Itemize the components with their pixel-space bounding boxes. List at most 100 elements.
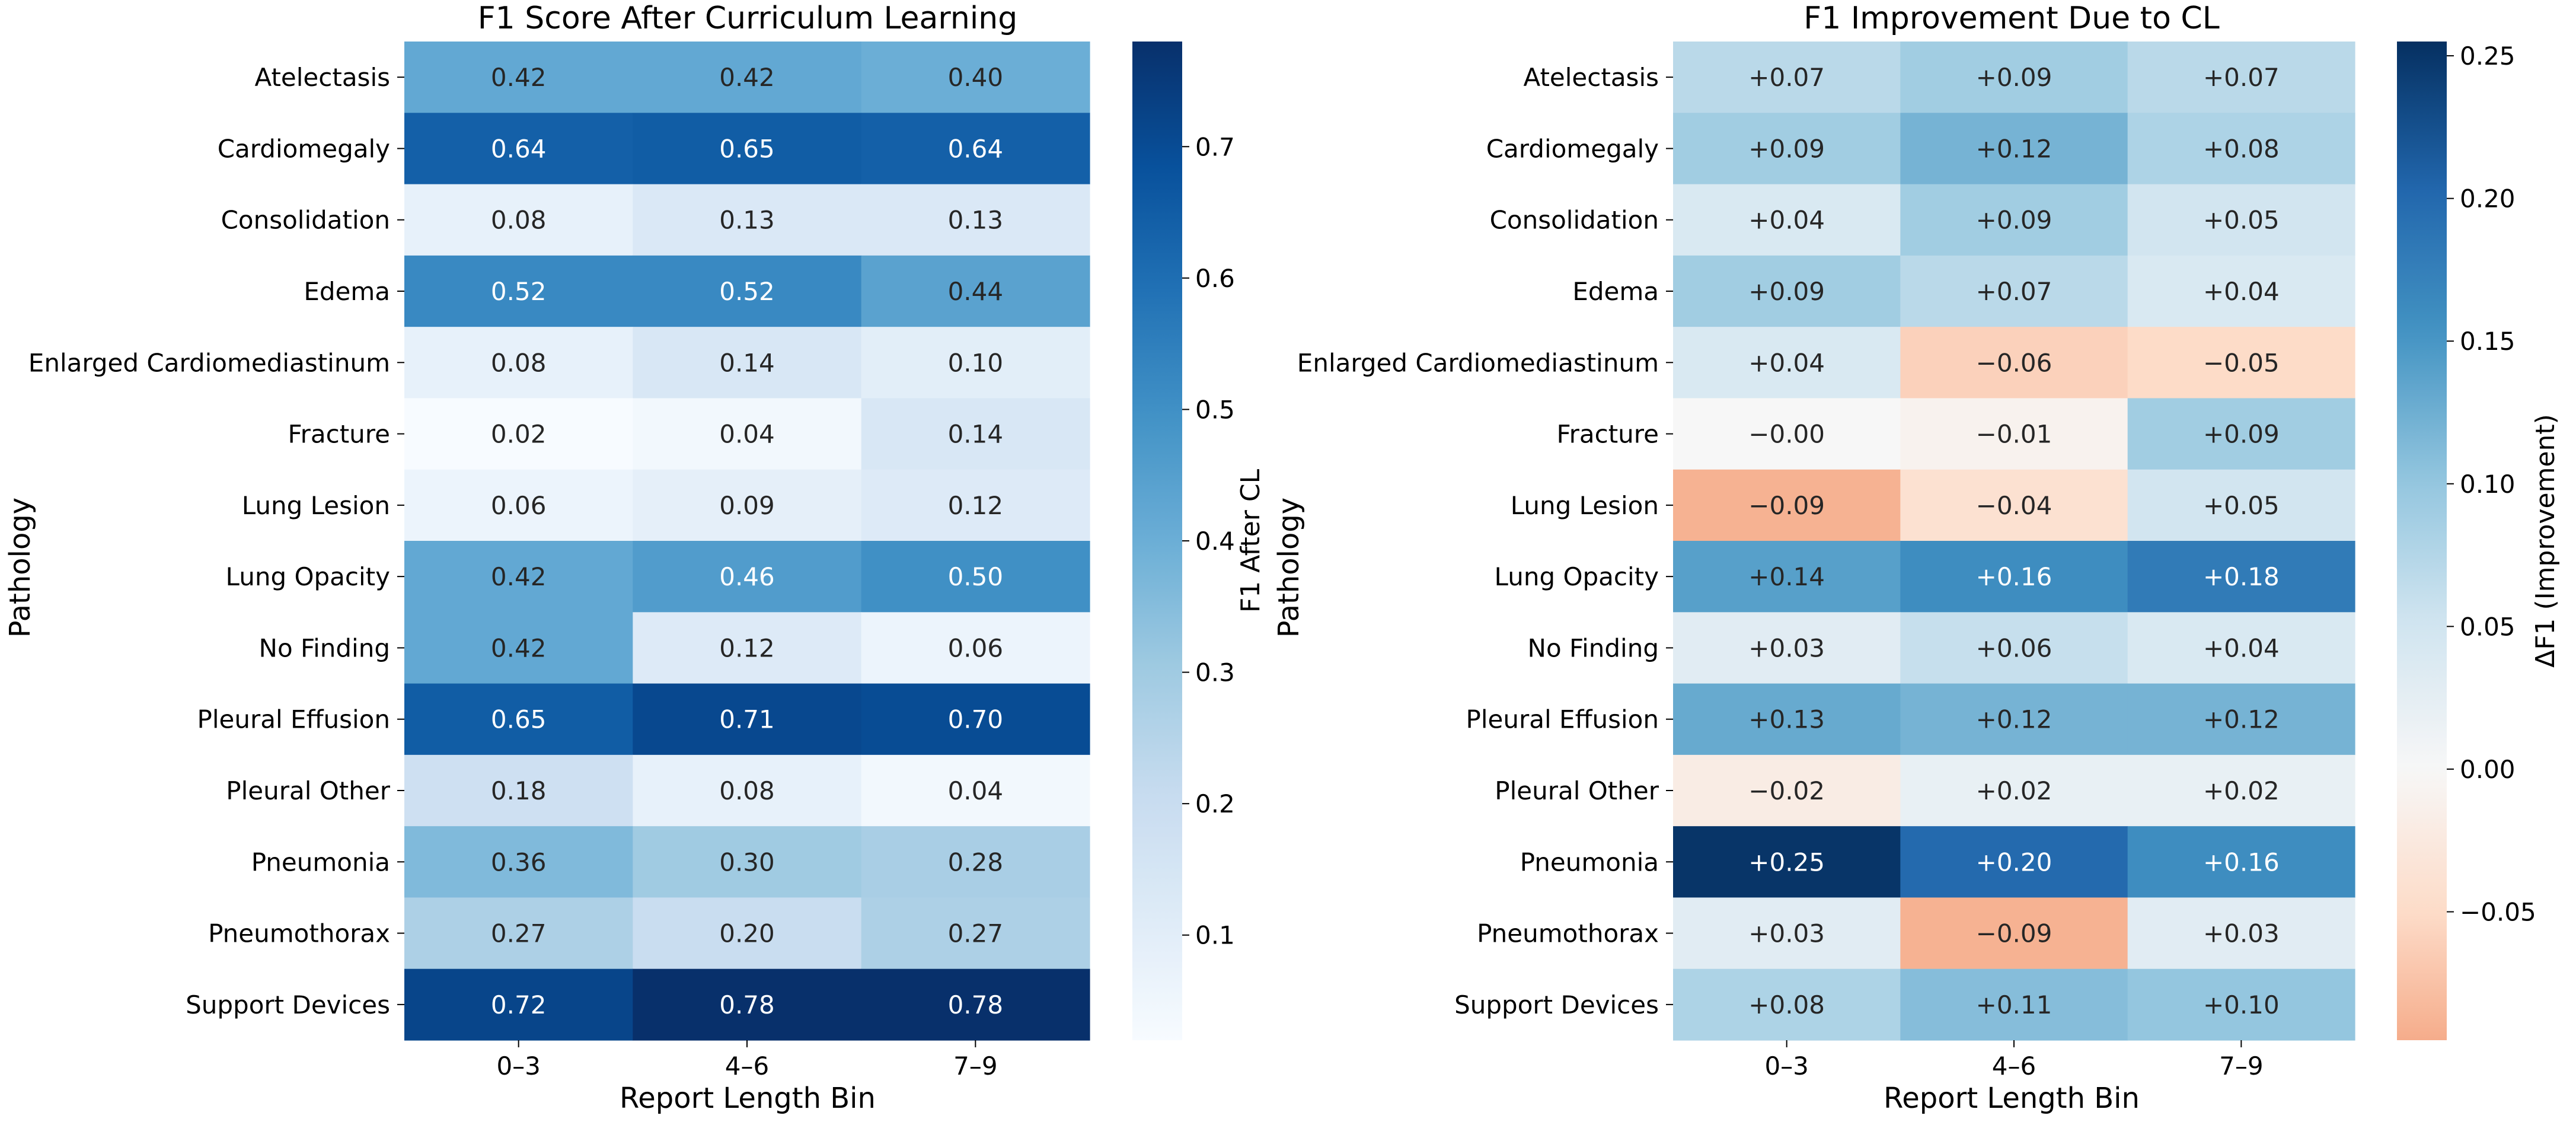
- right-heatmap-panel: F1 Improvement Due to CL +0.07 +0.09 +0.07…: [1272, 1, 2561, 1115]
- y-tick-label: No Finding: [259, 633, 390, 662]
- colorbar-tick-label: 0.05: [2460, 612, 2516, 641]
- cell-value-label: 0.18: [491, 776, 547, 805]
- heatmap-cell: [404, 42, 633, 113]
- cell-value-label: +0.08: [2203, 134, 2280, 163]
- cell-value-label: +0.12: [1976, 134, 2052, 163]
- right-chart-title: F1 Improvement Due to CL: [1803, 1, 2219, 36]
- heatmap-cell: [861, 327, 1090, 399]
- heatmap-cell: [2127, 184, 2355, 256]
- heatmap-cell: [861, 541, 1090, 613]
- y-tick-label: Consolidation: [1490, 206, 1659, 235]
- cell-value-label: 0.04: [948, 776, 1004, 805]
- heatmap-cell: [861, 968, 1090, 1041]
- y-tick-label: Atelectasis: [254, 63, 390, 92]
- colorbar-tick-label: 0.4: [1195, 527, 1235, 556]
- cell-value-label: +0.09: [1976, 206, 2052, 235]
- cell-value-label: 0.65: [491, 705, 547, 734]
- heatmap-cell: [2127, 612, 2355, 684]
- cell-value-label: 0.42: [491, 562, 547, 591]
- heatmap-cell: [1900, 754, 2128, 827]
- heatmap-cell: [1673, 612, 1901, 684]
- heatmap-cell: [404, 113, 633, 185]
- y-tick-label: Fracture: [1557, 420, 1659, 449]
- cell-value-label: 0.08: [491, 348, 547, 377]
- colorbar-tick-label: 0.25: [2460, 42, 2516, 71]
- cell-value-label: 0.10: [948, 348, 1004, 377]
- left-heatmap-panel: F1 Score After Curriculum Learning 0.42 0…: [4, 1, 1266, 1115]
- y-tick-label: Pneumonia: [251, 847, 390, 877]
- y-tick-label: Atelectasis: [1523, 63, 1659, 92]
- heatmap-cell: [2127, 327, 2355, 399]
- cell-value-label: +0.03: [2203, 919, 2280, 948]
- heatmap-cell: [2127, 541, 2355, 613]
- cell-value-label: +0.06: [1976, 633, 2052, 662]
- y-tick-label: Pleural Effusion: [197, 705, 390, 734]
- heatmap-cell: [633, 612, 862, 684]
- y-tick-label: Lung Lesion: [1511, 491, 1659, 520]
- x-tick-label: 0–3: [1764, 1051, 1808, 1081]
- heatmap-cell: [404, 968, 633, 1041]
- cell-value-label: 0.13: [719, 206, 775, 235]
- x-tick-label: 0–3: [496, 1051, 540, 1081]
- cell-value-label: 0.02: [491, 420, 547, 449]
- y-tick-label: Lung Lesion: [242, 491, 390, 520]
- cell-value-label: +0.09: [1748, 277, 1825, 306]
- cell-value-label: 0.78: [719, 990, 775, 1019]
- heatmap-cell: [1900, 469, 2128, 541]
- heatmap-cell: [633, 826, 862, 898]
- cell-value-label: 0.28: [948, 847, 1004, 877]
- x-tick-label: 4–6: [725, 1051, 769, 1081]
- heatmap-cell: [633, 255, 862, 327]
- cell-value-label: 0.50: [948, 562, 1004, 591]
- colorbar-tick-label: 0.2: [1195, 789, 1235, 818]
- left-heatmap-cells: 0.42 0.42 0.40 0.64 0.65 0.64 0.08 0.13 0.13 0.52…: [404, 42, 1090, 1041]
- cell-value-label: 0.46: [719, 562, 775, 591]
- cell-value-label: +0.08: [1748, 990, 1825, 1019]
- cell-value-label: 0.70: [948, 705, 1004, 734]
- cell-value-label: 0.14: [719, 348, 775, 377]
- heatmap-cell: [861, 683, 1090, 756]
- right-heatmap-cells: +0.07 +0.09 +0.07 +0.09 +0.12 +0.08 +0.04 +0.09…: [1673, 42, 2355, 1041]
- heatmap-cell: [861, 826, 1090, 898]
- cell-value-label: 0.72: [491, 990, 547, 1019]
- heatmap-cell: [1900, 327, 2128, 399]
- y-tick-label: Lung Opacity: [226, 562, 390, 591]
- cell-value-label: −0.04: [1976, 491, 2052, 520]
- cell-value-label: 0.09: [719, 491, 775, 520]
- heatmap-cell: [633, 398, 862, 470]
- cell-value-label: −0.01: [1976, 420, 2052, 449]
- y-tick-label: Consolidation: [221, 206, 390, 235]
- y-tick-label: Support Devices: [1454, 990, 1659, 1019]
- heatmap-cell: [633, 683, 862, 756]
- cell-value-label: 0.12: [948, 491, 1004, 520]
- heatmap-cell: [2127, 968, 2355, 1041]
- y-tick-label: Pleural Other: [226, 776, 390, 805]
- x-tick-label: 4–6: [1992, 1051, 2036, 1081]
- cell-value-label: 0.06: [948, 633, 1004, 662]
- left-colorbar-ticks: 0.1 0.2 0.3 0.4 0.5 0.6 0.7: [1182, 132, 1235, 950]
- heatmap-cell: [1900, 612, 2128, 684]
- cell-value-label: 0.52: [719, 277, 775, 306]
- heatmap-cell: [404, 897, 633, 970]
- heatmap-cell: [404, 826, 633, 898]
- cell-value-label: +0.04: [1748, 206, 1825, 235]
- heatmap-cell: [1900, 255, 2128, 327]
- colorbar-tick-label: 0.00: [2460, 755, 2516, 784]
- heatmap-cell: [861, 113, 1090, 185]
- heatmap-cell: [2127, 754, 2355, 827]
- y-tick-label: Edema: [304, 277, 390, 306]
- heatmap-cell: [2127, 683, 2355, 756]
- y-tick-label: Lung Opacity: [1495, 562, 1659, 591]
- cell-value-label: 0.42: [719, 63, 775, 92]
- left-y-tick-labels: Atelectasis Cardiomegaly Consolidation Edem…: [28, 63, 404, 1019]
- heatmap-cell: [1900, 683, 2128, 756]
- cell-value-label: 0.40: [948, 63, 1004, 92]
- heatmap-cell: [1900, 398, 2128, 470]
- y-tick-label: Fracture: [288, 420, 390, 449]
- left-colorbar-label: F1 After CL: [1236, 469, 1266, 613]
- cell-value-label: 0.12: [719, 633, 775, 662]
- cell-value-label: −0.06: [1976, 348, 2052, 377]
- heatmap-cell: [1900, 42, 2128, 113]
- cell-value-label: +0.09: [2203, 420, 2280, 449]
- heatmap-cell: [861, 897, 1090, 970]
